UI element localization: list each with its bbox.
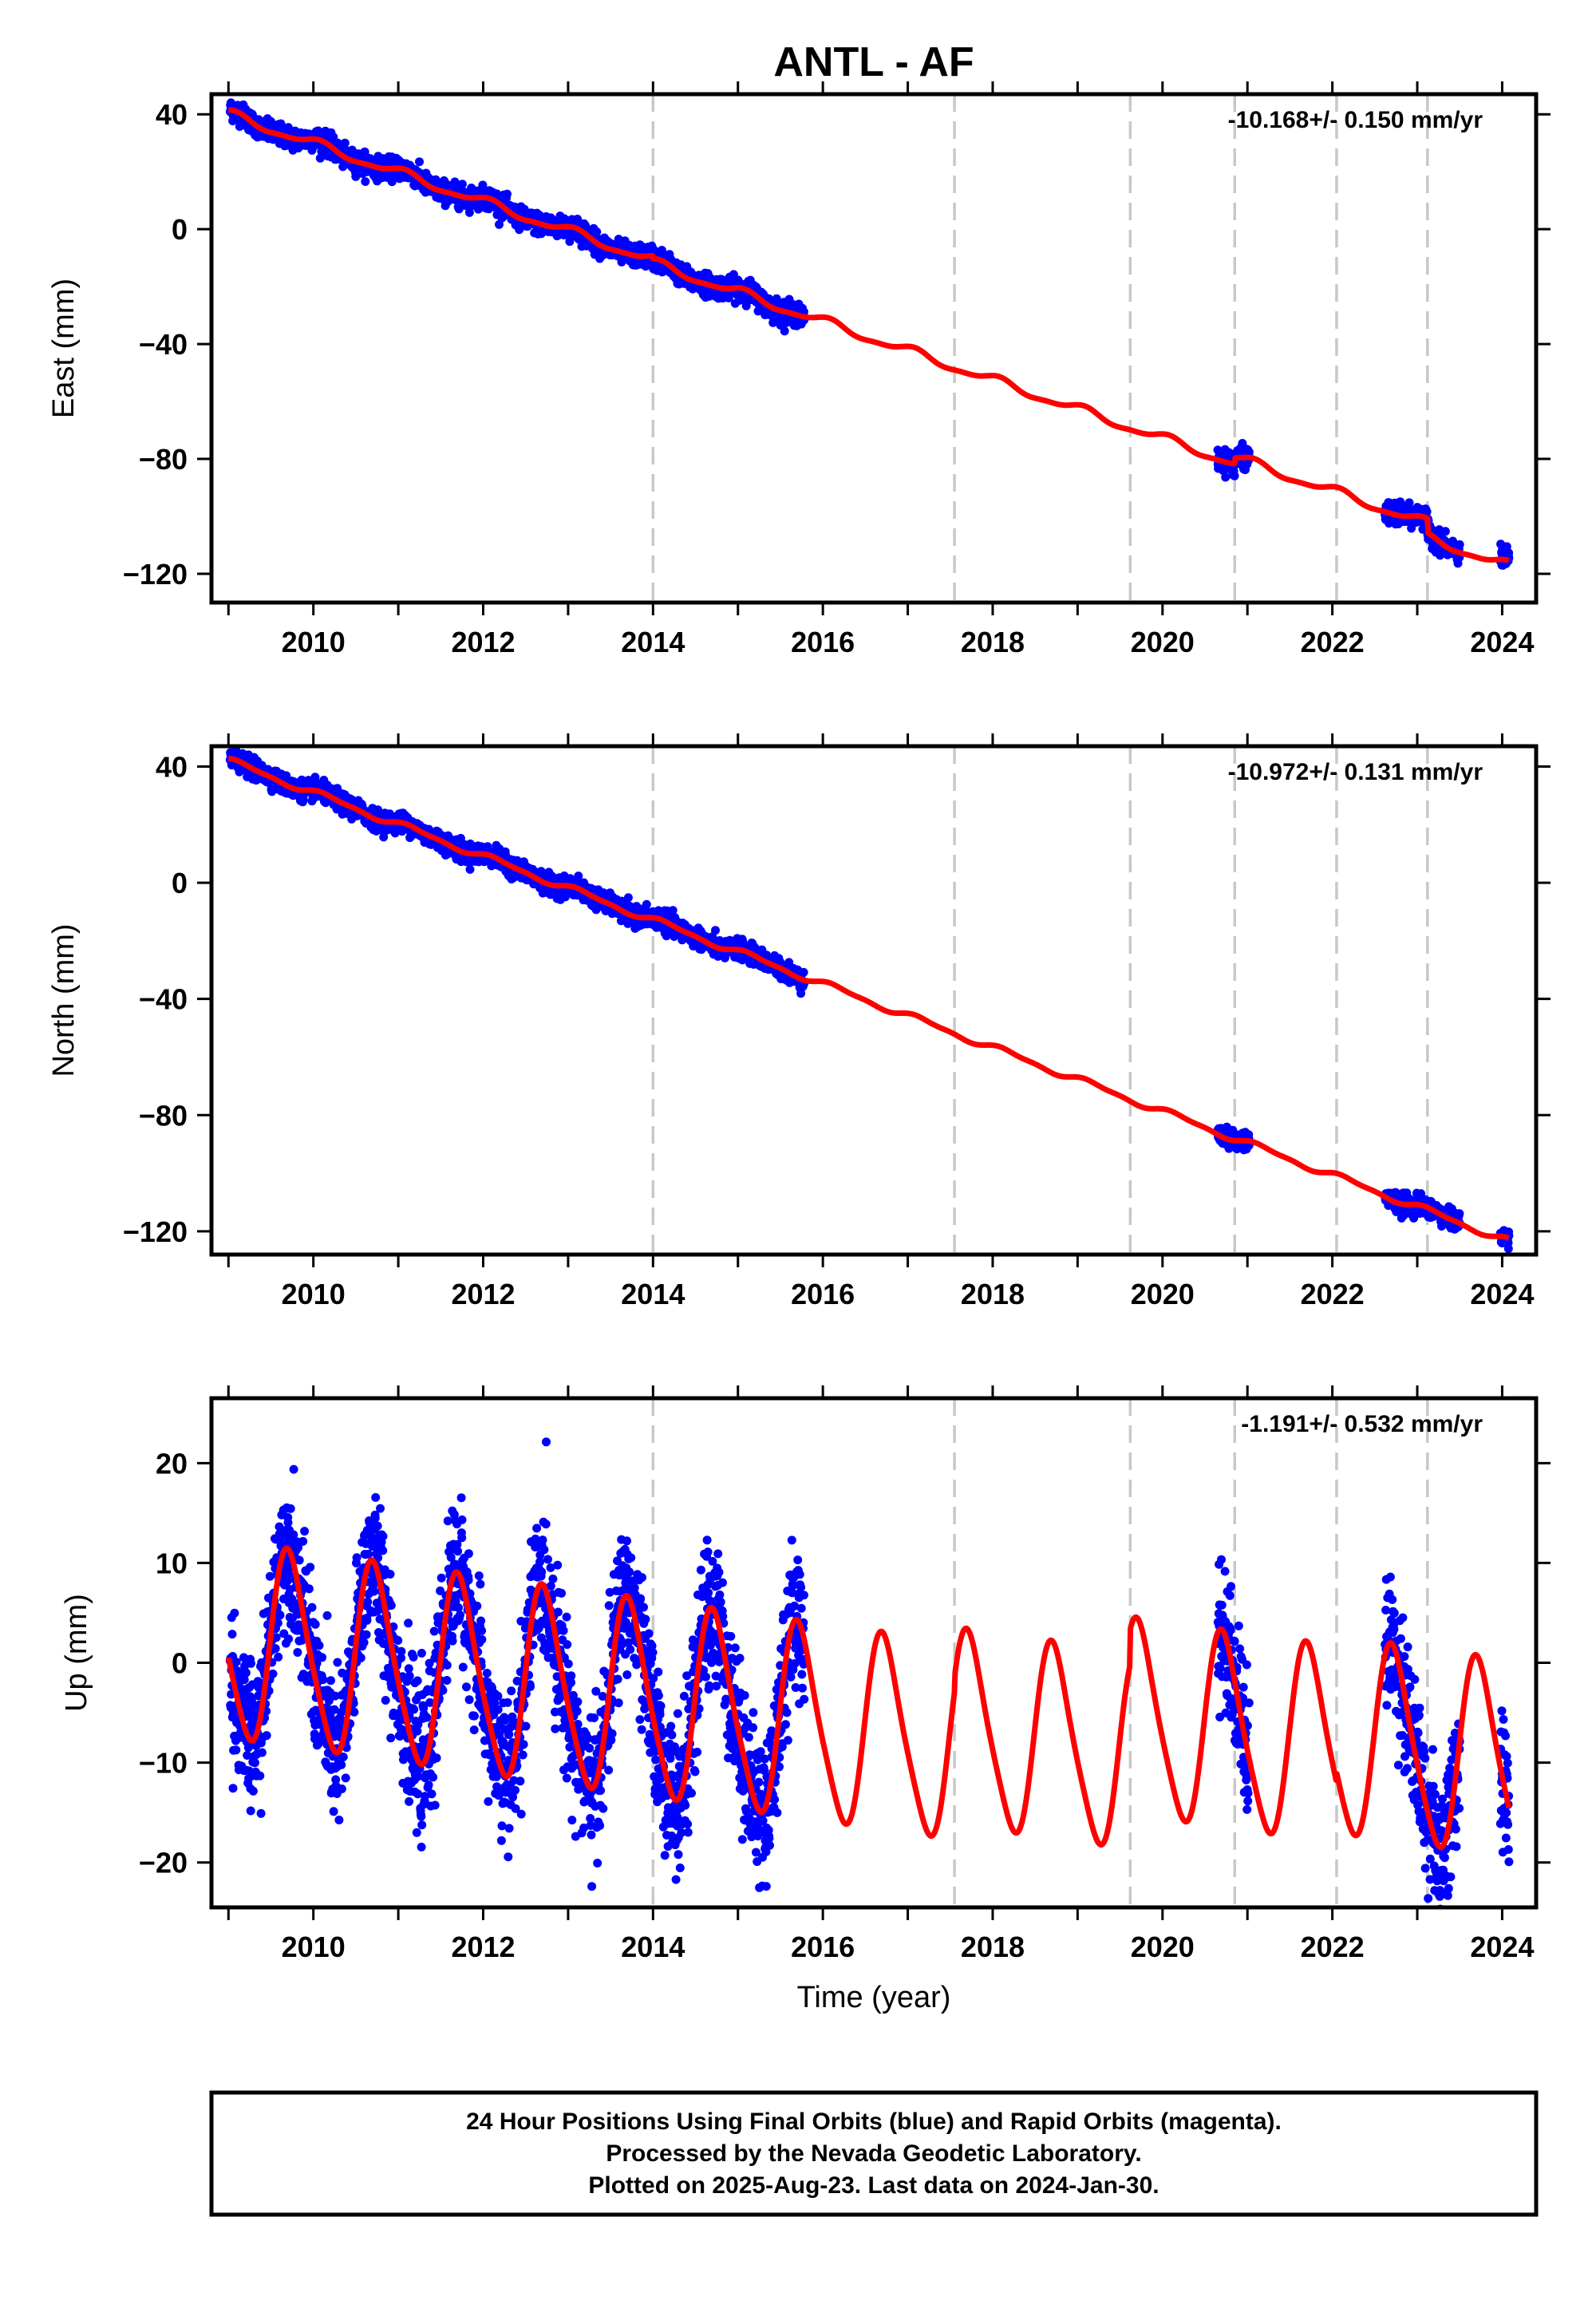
data-point [711,926,720,935]
x-tick-label: 2016 [791,626,855,658]
data-point [1404,498,1414,508]
x-tick-label: 2018 [961,626,1025,658]
data-point [799,967,808,977]
y-tick-label: −40 [139,328,188,361]
data-point [1396,497,1405,507]
y-tick-label: 0 [172,213,188,246]
data-point [465,864,475,874]
east-panel: 40 0 −40 −80 −120 2010 2012 2014 2016 2018 2020 202… [47,81,1551,658]
east-y-axis-label: East (mm) [47,279,81,418]
data-point [495,219,504,229]
data-point [415,157,424,167]
x-tick-label: 2022 [1301,626,1365,658]
data-point [592,227,602,236]
x-tick-label: 2020 [1131,626,1195,658]
data-point [464,207,474,217]
x-axis-label: Time (year) [797,1981,951,2014]
east-rate-label: -10.168+/- 0.150 mm/yr [1228,107,1483,133]
data-point [780,326,789,336]
data-point [1422,507,1432,516]
x-tick-label: 2012 [451,626,515,658]
x-tick-label: 2010 [282,626,346,658]
x-tick-label: 2014 [621,626,685,658]
data-point [351,172,361,181]
y-tick-label: −120 [123,558,188,591]
data-point [623,893,633,903]
data-point [503,189,512,199]
data-point [361,177,370,186]
y-tick-label: 40 [156,98,188,131]
data-point [1455,539,1464,549]
data-point [642,899,651,909]
x-tick-label: 2024 [1470,626,1534,658]
data-point [1440,527,1450,536]
data-point [1221,472,1231,482]
data-point [1230,471,1239,480]
data-point [1244,447,1254,456]
data-point [457,180,467,189]
y-tick-label: −80 [139,443,188,476]
chart-title: ANTL - AF [773,39,974,85]
data-point [340,138,350,148]
